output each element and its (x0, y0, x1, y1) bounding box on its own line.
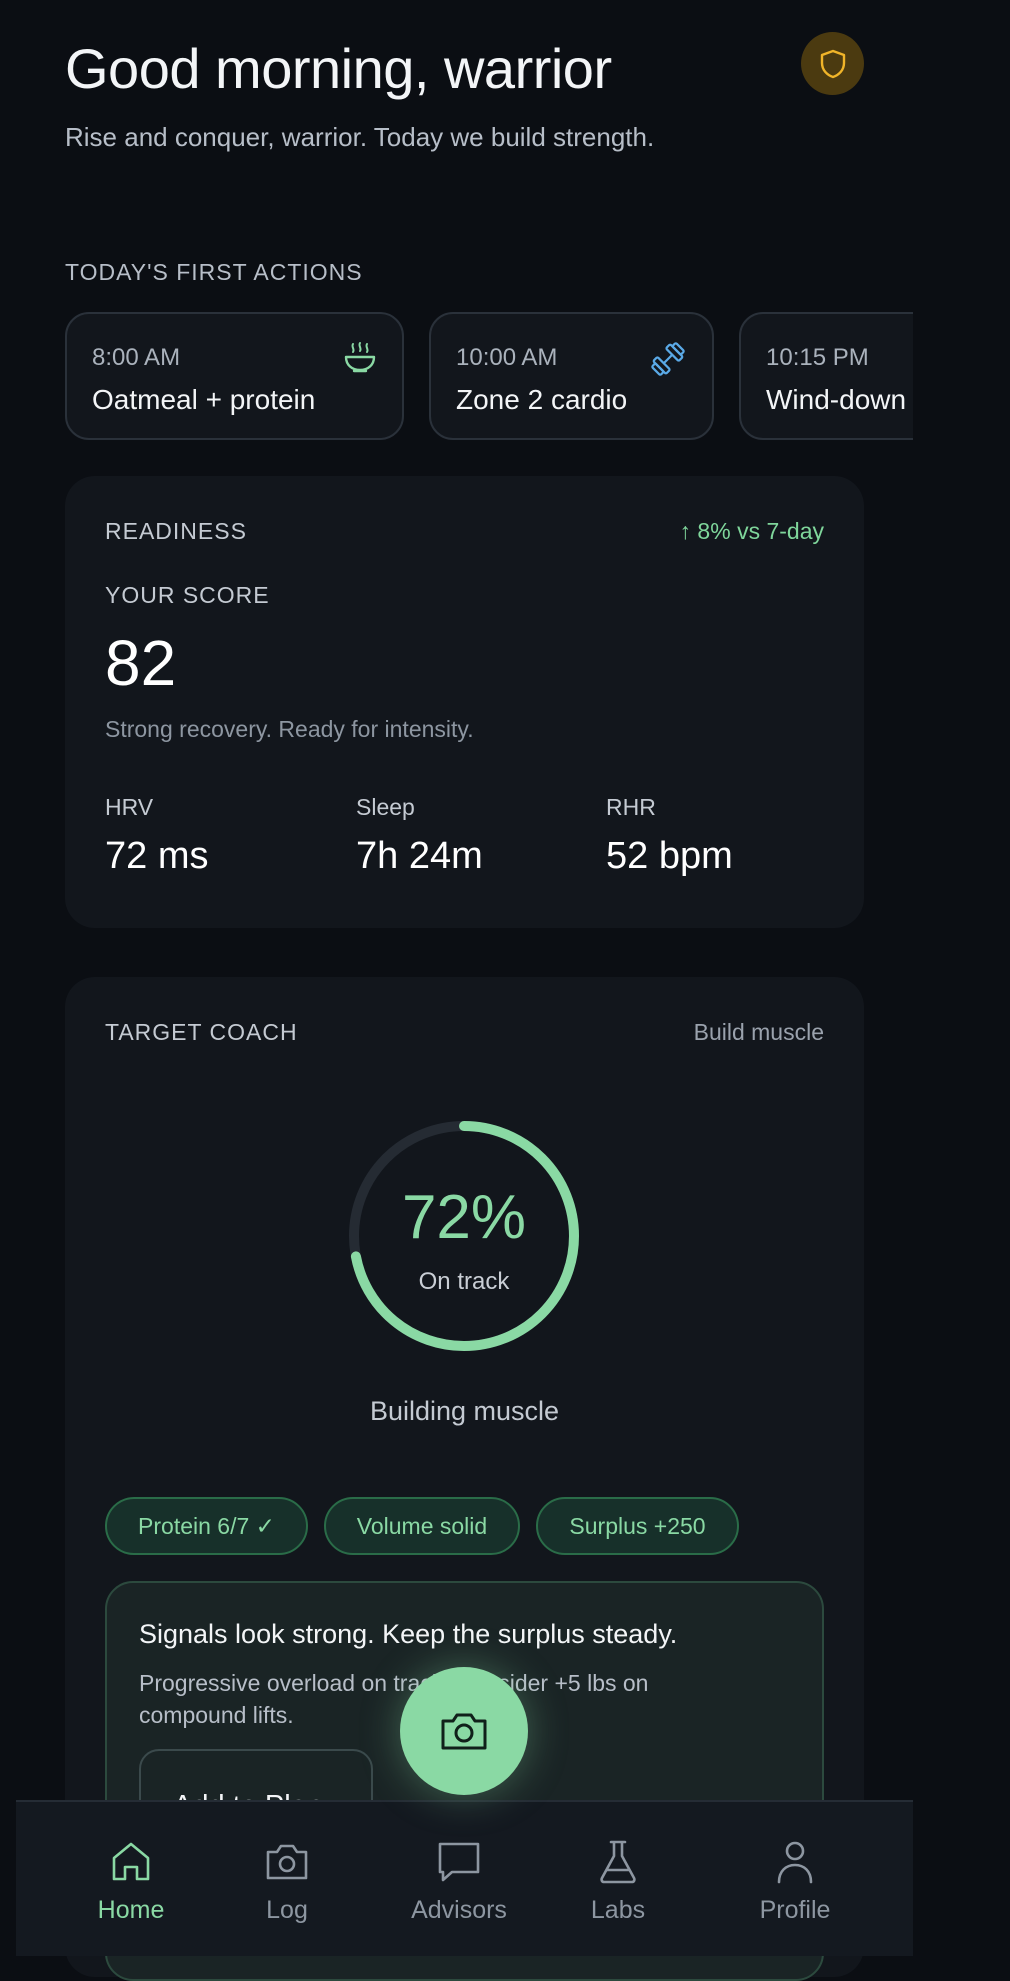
flask-icon (600, 1840, 636, 1884)
camera-icon (266, 1844, 308, 1880)
action-label: Oatmeal + protein (92, 384, 316, 415)
bowl-icon (344, 342, 376, 373)
shield-icon (820, 49, 845, 78)
camera-fab-button[interactable] (400, 1667, 528, 1795)
progress-ring: 72% On track (346, 1118, 582, 1354)
chip-volume[interactable]: Volume solid (324, 1497, 520, 1555)
readiness-note: Strong recovery. Ready for intensity. (105, 716, 474, 742)
coach-phase: Building muscle (369, 1396, 560, 1426)
tab-label: Advisors (411, 1896, 507, 1924)
tab-label: Profile (759, 1896, 831, 1924)
first-actions-strip[interactable]: 8:00 AM Oatmeal + protein 10:00 AM Zone … (65, 312, 913, 444)
tab-profile[interactable]: Profile (725, 1838, 865, 1925)
action-label: Zone 2 cardio (456, 384, 628, 415)
tab-label: Home (97, 1896, 165, 1924)
readiness-label: READINESS (105, 518, 247, 544)
coach-goal: Build muscle (693, 1019, 824, 1045)
action-card-wind-down[interactable]: 10:15 PM Wind-down (739, 312, 913, 440)
dumbbell-icon (651, 342, 685, 376)
insight-title: Signals look strong. Keep the surplus st… (139, 1619, 678, 1649)
readiness-card[interactable]: READINESS ↑ 8% vs 7-day YOUR SCORE 82 St… (65, 476, 864, 928)
page-title: Good morning, warrior (65, 37, 612, 100)
action-card-cardio[interactable]: 10:00 AM Zone 2 cardio (429, 312, 714, 440)
tab-label: Labs (590, 1896, 646, 1924)
readiness-trend: ↑ 8% vs 7-day (679, 518, 824, 544)
progress-ring-arc (349, 1121, 579, 1351)
readiness-score: 82 (105, 627, 177, 699)
metric-label: RHR (606, 794, 656, 820)
progress-status: On track (418, 1268, 510, 1295)
page-subtitle: Rise and conquer, warrior. Today we buil… (65, 122, 655, 152)
bottom-tab-bar: Home Log Advisors Labs Profile (16, 1800, 913, 1956)
target-coach-card[interactable]: TARGET COACH Build muscle 72% On track B… (65, 977, 864, 1981)
camera-icon (441, 1713, 487, 1750)
action-card-breakfast[interactable]: 8:00 AM Oatmeal + protein (65, 312, 404, 440)
shield-button[interactable] (801, 32, 864, 95)
tab-home[interactable]: Home (61, 1838, 201, 1925)
chip-protein[interactable]: Protein 6/7 ✓ (105, 1497, 308, 1555)
action-time: 10:00 AM (456, 344, 558, 371)
metric-value: 52 bpm (606, 835, 733, 877)
person-icon (777, 1841, 813, 1884)
score-label: YOUR SCORE (105, 582, 270, 608)
metric-value: 7h 24m (356, 835, 483, 877)
section-title-first-actions: TODAY'S FIRST ACTIONS (65, 259, 363, 285)
metric-label: HRV (105, 794, 154, 820)
chip-surplus[interactable]: Surplus +250 (536, 1497, 739, 1555)
metric-label: Sleep (356, 794, 415, 820)
metric-rhr: RHR 52 bpm (606, 794, 733, 878)
action-label: Wind-down (766, 384, 907, 415)
tab-log[interactable]: Log (217, 1838, 357, 1925)
metric-value: 72 ms (105, 835, 209, 877)
metric-sleep: Sleep 7h 24m (356, 794, 483, 878)
tab-labs[interactable]: Labs (548, 1838, 688, 1925)
tab-advisors[interactable]: Advisors (389, 1838, 529, 1925)
metric-hrv: HRV 72 ms (105, 794, 208, 878)
insight-body: Progressive overload on track. Consider … (139, 1670, 649, 1728)
action-time: 8:00 AM (92, 344, 181, 371)
action-time: 10:15 PM (766, 344, 869, 371)
target-coach-label: TARGET COACH (105, 1019, 298, 1045)
chat-icon (438, 1842, 480, 1882)
home-icon (112, 1842, 150, 1881)
tab-label: Log (266, 1896, 308, 1924)
progress-percent: 72% (401, 1183, 527, 1252)
